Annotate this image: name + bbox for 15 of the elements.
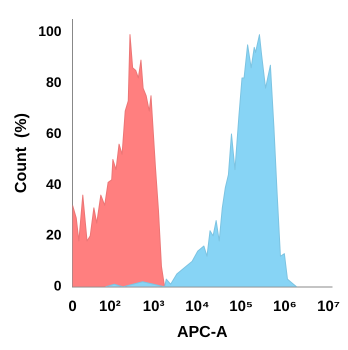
y-tick-label: 60 xyxy=(46,124,62,141)
y-tick-label: 100 xyxy=(38,22,62,39)
x-tick-label: 10⁶ xyxy=(273,298,297,315)
x-tick-label: 10² xyxy=(99,298,121,315)
y-tick-label: 0 xyxy=(54,278,62,294)
x-tick-label: 10⁴ xyxy=(185,298,210,315)
x-tick-label: 0 xyxy=(68,298,77,315)
y-axis-title: Count (%) xyxy=(13,113,30,194)
x-tick-label: 10³ xyxy=(142,298,164,315)
x-tick-label: 10⁵ xyxy=(229,298,253,315)
y-tick-label: 40 xyxy=(46,176,62,192)
y-tick-label: 80 xyxy=(46,74,62,90)
x-axis-title: APC-A xyxy=(176,324,228,341)
y-tick-label: 20 xyxy=(46,226,62,243)
x-tick-label: 10⁷ xyxy=(317,298,340,315)
